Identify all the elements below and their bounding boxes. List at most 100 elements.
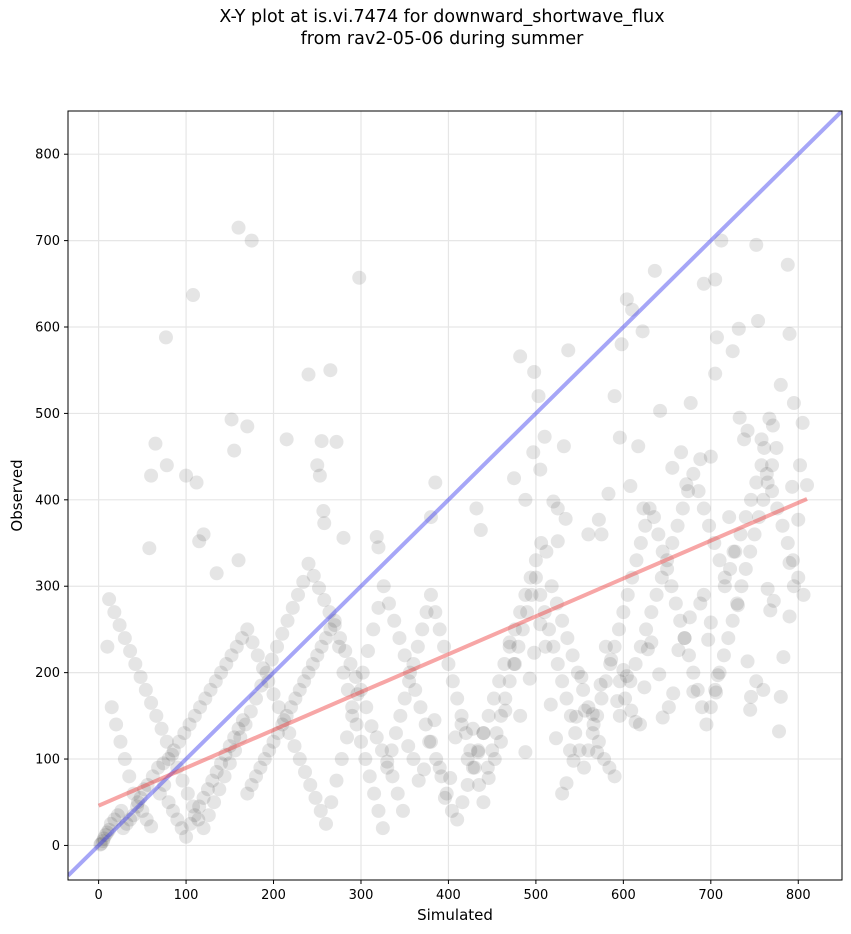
y-tick-label: 100	[35, 753, 60, 768]
data-point	[726, 544, 741, 559]
data-point	[744, 689, 759, 704]
data-point	[637, 680, 652, 695]
data-point	[406, 752, 421, 767]
data-point	[513, 708, 528, 723]
data-point	[327, 618, 342, 633]
data-point	[712, 553, 727, 568]
data-point	[411, 773, 426, 788]
data-point	[757, 440, 772, 455]
data-point	[107, 605, 122, 620]
data-point	[497, 656, 512, 671]
data-point	[460, 752, 475, 767]
data-point	[722, 510, 737, 525]
data-point	[166, 743, 181, 758]
data-point	[693, 596, 708, 611]
data-point	[266, 734, 281, 749]
data-point	[458, 726, 473, 741]
data-point	[217, 769, 232, 784]
data-point	[550, 534, 565, 549]
data-point	[537, 429, 552, 444]
data-point	[556, 439, 571, 454]
data-point	[638, 518, 653, 533]
data-point	[766, 593, 781, 608]
data-point	[450, 812, 465, 827]
data-point	[144, 695, 159, 710]
data-point	[227, 730, 242, 745]
data-point	[604, 652, 619, 667]
data-point	[498, 691, 513, 706]
data-point	[649, 587, 664, 602]
data-point	[450, 691, 465, 706]
data-point	[610, 694, 625, 709]
y-tick-label: 800	[35, 148, 60, 163]
data-point	[158, 330, 173, 345]
data-point	[287, 739, 302, 754]
data-point	[751, 510, 766, 525]
data-point	[502, 635, 517, 650]
data-point	[702, 518, 717, 533]
data-point	[172, 734, 187, 749]
data-point	[756, 492, 771, 507]
data-point	[209, 566, 224, 581]
data-point	[96, 831, 111, 846]
data-point	[198, 691, 213, 706]
data-point	[773, 377, 788, 392]
data-point	[380, 760, 395, 775]
data-point	[708, 366, 723, 381]
data-point	[257, 752, 272, 767]
data-point	[591, 512, 606, 527]
data-point	[744, 492, 759, 507]
data-point	[765, 458, 780, 473]
data-point	[743, 702, 758, 717]
data-point	[654, 570, 669, 585]
data-point	[448, 730, 463, 745]
data-point	[345, 708, 360, 723]
grid-lines	[68, 111, 842, 880]
data-point	[305, 656, 320, 671]
data-point	[145, 769, 160, 784]
data-point	[191, 812, 206, 827]
data-point	[481, 708, 496, 723]
x-axis-label: Simulated	[417, 906, 493, 924]
data-point	[360, 644, 375, 659]
data-point	[292, 682, 307, 697]
data-point	[472, 777, 487, 792]
data-point	[581, 700, 596, 715]
x-tick-label: 100	[174, 888, 199, 903]
data-point	[192, 534, 207, 549]
one-to-one-line	[68, 111, 842, 878]
data-point	[644, 635, 659, 650]
data-point	[139, 812, 154, 827]
data-point	[546, 639, 561, 654]
data-point	[707, 536, 722, 551]
data-point	[165, 803, 180, 818]
data-point	[245, 635, 260, 650]
data-point	[266, 687, 281, 702]
data-point	[297, 674, 312, 689]
data-point	[607, 769, 622, 784]
data-point	[231, 721, 246, 736]
data-point	[352, 270, 367, 285]
data-point	[161, 795, 176, 810]
data-point	[740, 654, 755, 669]
data-point	[507, 471, 522, 486]
data-point	[681, 484, 696, 499]
data-point	[507, 656, 522, 671]
data-point	[543, 697, 558, 712]
data-point	[413, 700, 428, 715]
data-point	[432, 622, 447, 637]
data-point	[110, 808, 125, 823]
data-point	[332, 639, 347, 654]
data-point	[565, 648, 580, 663]
data-point	[301, 367, 316, 382]
data-point	[358, 752, 373, 767]
data-point	[555, 786, 570, 801]
data-point	[756, 682, 771, 697]
data-point	[240, 419, 255, 434]
data-point	[116, 821, 131, 836]
data-point	[668, 596, 683, 611]
data-point	[465, 721, 480, 736]
data-point	[558, 511, 573, 526]
data-point	[640, 642, 655, 657]
regression-fit-line	[97, 497, 808, 808]
